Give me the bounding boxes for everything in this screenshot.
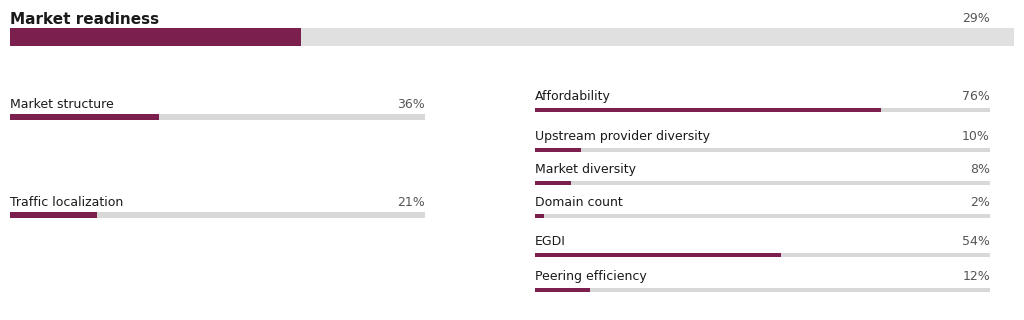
Text: Market readiness: Market readiness — [10, 12, 159, 27]
Text: EGDI: EGDI — [535, 235, 566, 248]
Text: 54%: 54% — [963, 235, 990, 248]
Bar — [10, 212, 425, 218]
Bar — [10, 28, 1014, 46]
Bar — [535, 214, 544, 218]
Bar — [535, 253, 990, 257]
Bar — [535, 181, 990, 185]
Bar — [10, 114, 160, 120]
Bar — [535, 288, 590, 292]
Text: Market diversity: Market diversity — [535, 163, 636, 176]
Text: 29%: 29% — [963, 12, 990, 25]
Bar — [535, 214, 990, 218]
Bar — [535, 288, 990, 292]
Text: 36%: 36% — [397, 98, 425, 111]
Text: 21%: 21% — [397, 196, 425, 209]
Text: Affordability: Affordability — [535, 90, 611, 103]
Text: Traffic localization: Traffic localization — [10, 196, 123, 209]
Text: Market structure: Market structure — [10, 98, 114, 111]
Bar — [535, 108, 881, 112]
Text: Peering efficiency: Peering efficiency — [535, 270, 647, 283]
Text: Domain count: Domain count — [535, 196, 623, 209]
Bar — [10, 28, 301, 46]
Bar — [535, 108, 990, 112]
Text: 76%: 76% — [963, 90, 990, 103]
Text: 12%: 12% — [963, 270, 990, 283]
Text: 10%: 10% — [963, 130, 990, 143]
Bar — [535, 148, 990, 152]
Text: 2%: 2% — [970, 196, 990, 209]
Bar — [535, 253, 780, 257]
Bar — [535, 181, 571, 185]
Text: 8%: 8% — [970, 163, 990, 176]
Bar — [10, 212, 97, 218]
Bar — [10, 114, 425, 120]
Bar — [535, 148, 581, 152]
Text: Upstream provider diversity: Upstream provider diversity — [535, 130, 710, 143]
